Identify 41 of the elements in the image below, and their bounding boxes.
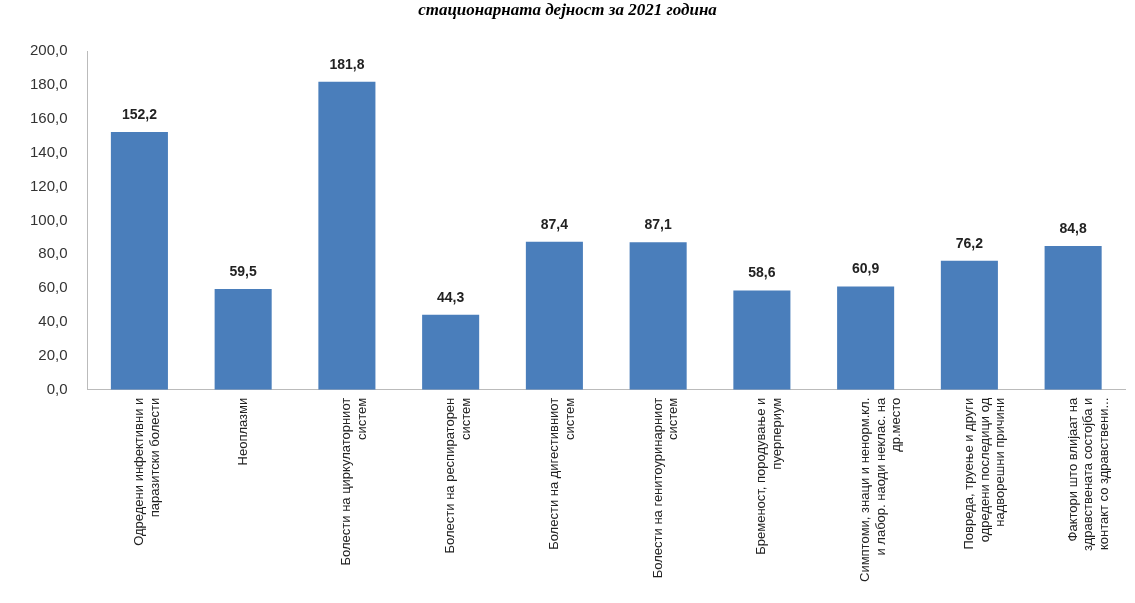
bar [629,242,687,390]
y-tick-label: 180,0 [29,75,68,93]
bar [940,260,998,390]
bar [318,81,376,390]
y-tick-label: 40,0 [38,312,68,330]
bar [837,286,895,390]
bar [110,131,168,390]
y-tick-label: 100,0 [29,210,68,228]
data-label: 84,8 [1059,219,1087,236]
data-label: 152,2 [121,105,158,122]
bar [422,314,480,390]
data-label: 181,8 [329,55,365,72]
data-label: 58,6 [748,264,776,281]
chart-title: стационарната дејност за 2021 година [417,0,718,21]
y-tick-label: 120,0 [29,176,68,194]
x-tick-label: Болести на генитоуринарниот систем [649,397,681,579]
x-tick-label: Болести на дигестивниот систем [545,397,577,550]
x-tick-label: Неоплазми [234,397,250,466]
data-label: 76,2 [955,234,984,251]
data-label: 44,3 [437,288,465,305]
y-tick-label: 60,0 [38,278,68,296]
y-tick-label: 160,0 [29,108,68,126]
data-label: 87,1 [644,216,672,233]
x-tick-label: Одредени инфективни и паразитски болести [130,397,162,546]
data-label: 87,4 [540,215,569,232]
x-tick-label: Фактори што влијаат на здравствената состојба и контакт со здравствени... [1064,396,1111,551]
x-tick-label: Симптоми, знаци и ненорм.кл. и лабор. наоди неклас. на др.место [857,396,904,582]
data-label: 59,5 [229,262,257,279]
y-tick-label: 0,0 [46,379,68,397]
x-tick-label: Болести на циркулаторниот систем [338,397,370,566]
y-tick-label: 80,0 [38,244,68,262]
y-tick-label: 140,0 [29,142,68,160]
x-tick-label: Болести на респираторен систем [442,397,473,554]
y-tick-label: 20,0 [38,345,68,363]
data-label: 60,9 [852,260,880,277]
x-tick-label: Бременост, породување и пуерпериум [753,397,785,555]
bar [733,290,791,390]
y-tick-label: 200,0 [29,41,68,59]
bar [1044,246,1102,390]
bar [525,241,583,390]
bar [214,288,272,390]
